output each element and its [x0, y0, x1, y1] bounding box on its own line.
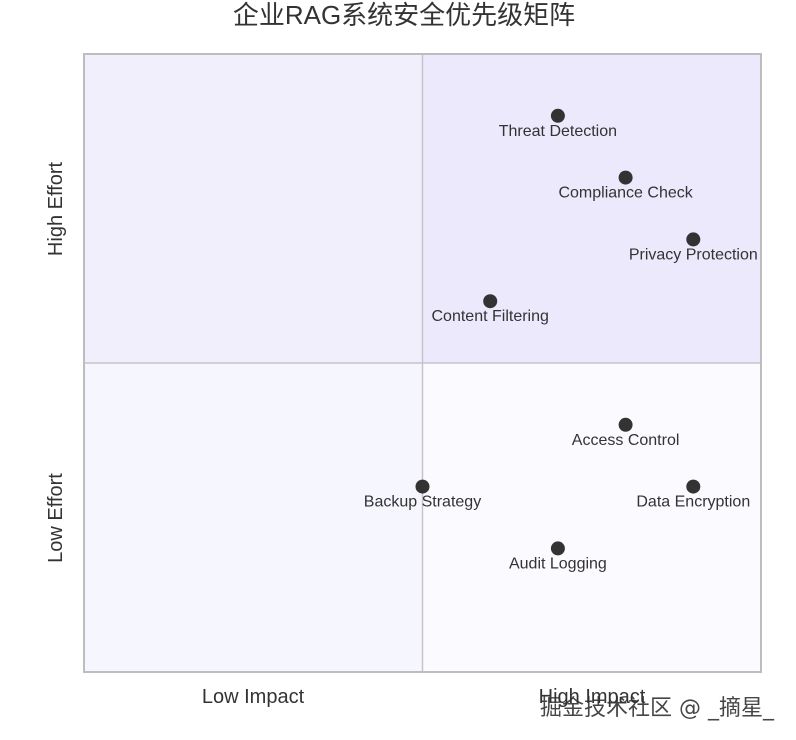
quadrant-dividers: [84, 54, 761, 672]
quadrant-top-left: [84, 54, 423, 363]
point-label-compliance-check: Compliance Check: [558, 185, 693, 202]
point-data-encryption: [686, 479, 701, 494]
point-privacy-protection: [686, 232, 701, 247]
point-label-audit-logging: Audit Logging: [509, 555, 607, 572]
y-label-high-effort: High Effort: [45, 161, 67, 256]
point-label-privacy-protection: Privacy Protection: [629, 246, 758, 263]
quadrant-bottom-left: [84, 363, 423, 672]
point-access-control: [618, 417, 633, 432]
plot-border: [83, 53, 762, 673]
watermark: 掘金技术社区 @ _摘星_: [540, 696, 774, 721]
x-label-high-impact: High Impact: [539, 686, 646, 708]
point-content-filtering: [483, 294, 498, 309]
chart-title: 企业RAG系统安全优先级矩阵: [233, 0, 575, 30]
y-label-low-effort: Low Effort: [45, 473, 67, 563]
point-label-backup-strategy: Backup Strategy: [364, 494, 481, 511]
point-backup-strategy: [415, 479, 430, 494]
quadrant-bottom-right: [422, 363, 761, 672]
point-label-content-filtering: Content Filtering: [432, 308, 549, 325]
point-compliance-check: [618, 170, 633, 185]
quadrant-top-right: [422, 54, 761, 363]
point-label-access-control: Access Control: [572, 432, 680, 449]
x-label-low-impact: Low Impact: [202, 686, 305, 708]
data-points: Threat Detection Compliance Check Privacy …: [364, 108, 758, 572]
point-audit-logging: [550, 541, 565, 556]
quadrant-backgrounds: [84, 54, 761, 672]
point-label-threat-detection: Threat Detection: [499, 123, 617, 140]
point-threat-detection: [550, 108, 565, 123]
point-label-data-encryption: Data Encryption: [636, 494, 750, 511]
